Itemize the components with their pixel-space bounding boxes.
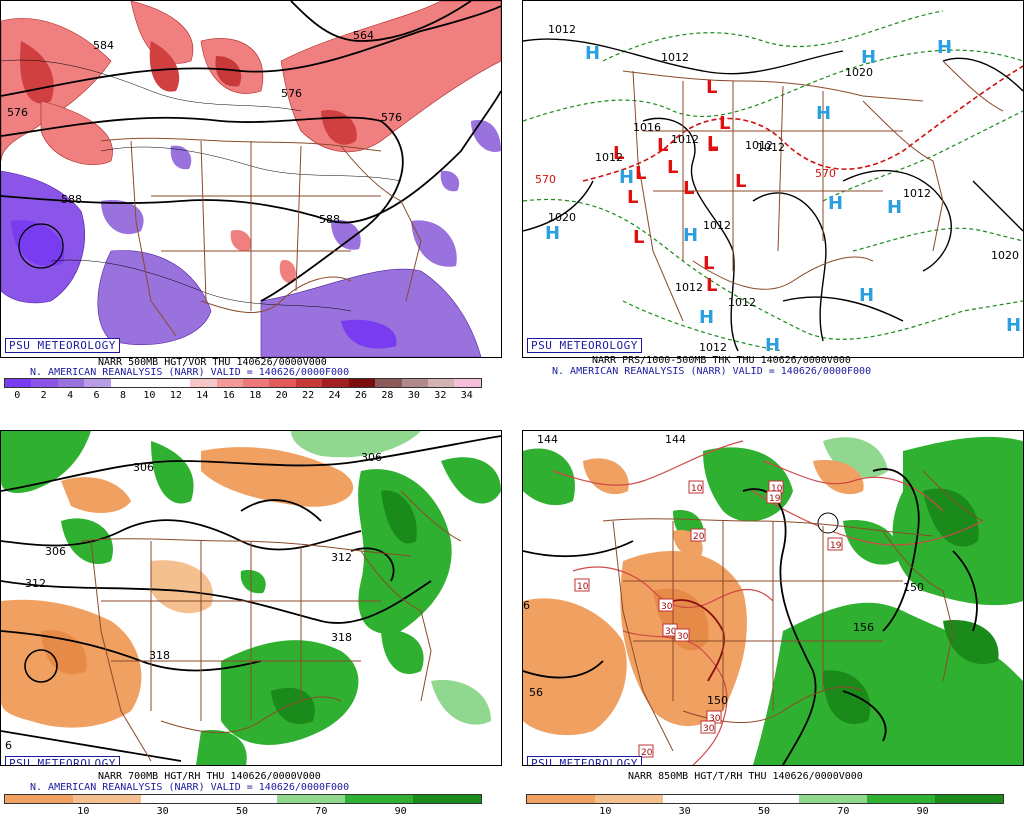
colorbar-tick-label: 24 [328,390,341,401]
colorbar-tick-label: 4 [67,390,74,401]
colorbar-tick-label: 70 [837,806,850,817]
colorbar-swatch [137,379,164,387]
colorbar-swatch [595,795,663,803]
caption-product: NARR 700MB HGT/RH THU 140626/0000V000 [98,771,321,782]
colorbar-tick-label: 2 [40,390,47,401]
caption-product: NARR 850MB HGT/T/RH THU 140626/0000V000 [628,771,863,782]
colorbar-swatch [731,795,799,803]
psu-meteorology-badge: PSU METEOROLOGY [5,338,120,353]
colorbar-swatch [663,795,731,803]
colorbar-tick-label: 20 [275,390,288,401]
colorbar-tick-labels: 0 2 4 6 8 10 12 14 16 18 20 22 24 26 28 30 32 34 [4,390,480,402]
colorbar-tick-label: 28 [381,390,394,401]
colorbar-swatch [141,795,209,803]
colorbar-tick-label: 6 [93,390,100,401]
colorbar-tick-label: 10 [77,806,90,817]
colorbar-tick-label: 90 [916,806,929,817]
map-500mb-graphic [1,1,501,357]
colorbar-tick-label: 10 [143,390,156,401]
caption-valid: N. AMERICAN REANALYSIS (NARR) VALID = 14… [30,367,350,378]
colorbar-tick-label: 0 [14,390,21,401]
map-700mb-graphic [1,431,501,765]
colorbar-tick-label: 32 [434,390,447,401]
colorbar-swatch [413,795,481,803]
psu-meteorology-badge: PSU METEOROLOGY [5,756,120,765]
colorbar-swatch [454,379,481,387]
colorbar-tick-label: 34 [460,390,473,401]
colorbar-swatch [216,379,243,387]
psu-meteorology-badge: PSU METEOROLOGY [527,756,642,765]
colorbar-swatch [5,379,32,387]
map-sfc-graphic [523,10,1023,352]
colorbar-tick-label: 90 [394,806,407,817]
colorbar-tick-label: 30 [407,390,420,401]
colorbar-swatch [428,379,455,387]
colorbar-swatch [242,379,270,387]
colorbar-swatch [322,379,349,387]
map-700mb-rh: 306 306 306 312 312 318 318 6 PSU METEOR… [0,430,502,766]
caption-product: NARR PRS/1000-500MB THK THU 140626/0000V… [592,355,851,366]
colorbar-swatch [348,379,376,387]
colorbar-swatch [31,379,58,387]
colorbar-swatch [867,795,935,803]
colorbar-swatch [799,795,867,803]
panel-500mb-vorticity: PSU METEOROLOGY 564 584 576 576 588 588 … [0,0,502,408]
colorbar-swatch [527,795,595,803]
colorbar-swatch [935,795,1003,803]
colorbar-tick-label: 22 [302,390,315,401]
colorbar-swatch [295,379,323,387]
colorbar-swatch [277,795,345,803]
colorbar-tick-label: 50 [757,806,771,817]
colorbar-tick-label: 16 [222,390,235,401]
colorbar-swatch [345,795,413,803]
map-850mb-graphic [523,436,1023,765]
colorbar-swatch [269,379,296,387]
colorbar-tick-labels: 10 30 50 70 90 [526,806,1002,818]
colorbar-vorticity [4,378,482,388]
colorbar-tick-labels: 10 30 50 70 90 [4,806,480,818]
caption-valid: N. AMERICAN REANALYSIS (NARR) VALID = 14… [552,366,872,377]
colorbar-rh [526,794,1004,804]
colorbar-swatch [375,379,402,387]
colorbar-swatch [401,379,428,387]
colorbar-tick-label: 10 [599,806,612,817]
colorbar-tick-label: 70 [315,806,328,817]
colorbar-swatch [209,795,277,803]
caption-product: NARR 500MB HGT/VOR THU 140626/0000V000 [98,357,327,368]
colorbar-swatch [84,379,111,387]
colorbar-swatch [190,379,217,387]
panel-850mb-t-rh: 144 144 10 10 19 19 20 10 30 30 30 30 150 30 20 156 150 5… [522,430,1024,819]
colorbar-swatch [5,795,73,803]
colorbar-tick-label: 30 [678,806,691,817]
psu-meteorology-badge: PSU METEOROLOGY [527,338,642,353]
colorbar-swatch [110,379,138,387]
colorbar-tick-label: 18 [249,390,262,401]
map-850mb-t-rh: 144 144 10 10 19 19 20 10 30 30 30 30 150 30 20 156 150 5… [522,430,1024,766]
colorbar-swatch [57,379,85,387]
colorbar-swatch [163,379,191,387]
colorbar-tick-label: 50 [235,806,249,817]
caption-valid: N. AMERICAN REANALYSIS (NARR) VALID = 14… [30,782,350,793]
map-500mb-vorticity: PSU METEOROLOGY 564 584 576 576 588 588 … [0,0,502,358]
panel-700mb-rh: 306 306 306 312 312 318 318 6 PSU METEOR… [0,430,502,819]
colorbar-swatch [73,795,141,803]
colorbar-rh [4,794,482,804]
colorbar-tick-label: 14 [196,390,209,401]
colorbar-tick-label: 12 [169,390,182,401]
colorbar-tick-label: 8 [119,390,127,401]
colorbar-tick-label: 26 [354,390,368,401]
colorbar-tick-label: 30 [156,806,169,817]
